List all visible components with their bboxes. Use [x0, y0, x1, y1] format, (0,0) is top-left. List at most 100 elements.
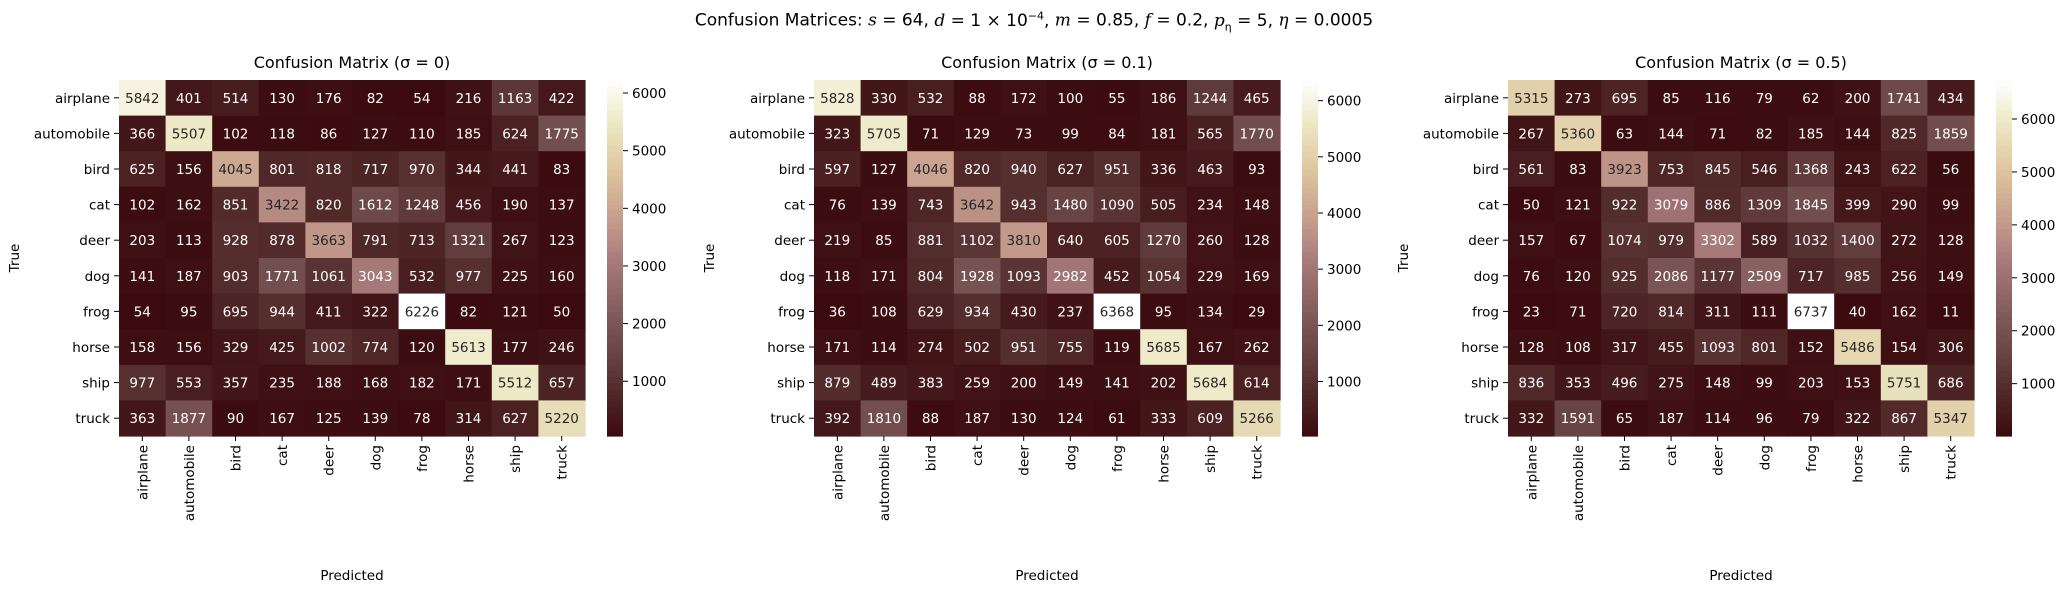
cell-value: 125: [316, 411, 342, 427]
heatmap-cell: [907, 258, 955, 295]
cell-value: 200: [1011, 376, 1037, 392]
heatmap-cell: [1186, 400, 1234, 437]
heatmap-cell: [1694, 364, 1742, 401]
figure-title-param: m = 0.85,: [1054, 10, 1145, 31]
colorbar-segment: [607, 293, 623, 301]
cell-value: 353: [1565, 376, 1591, 392]
colorbar-tick-label: 6000: [2021, 112, 2055, 128]
cell-value: 124: [1057, 411, 1083, 427]
cell-value: 78: [413, 411, 430, 427]
cell-value: 82: [367, 91, 384, 107]
cell-value: 128: [1244, 233, 1270, 249]
y-tick-label: automobile: [1423, 126, 1499, 142]
cell-value: 5751: [1887, 376, 1921, 392]
heatmap-cell: [1508, 115, 1556, 152]
heatmap-cell: [445, 186, 493, 223]
colorbar-segment: [1302, 222, 1318, 229]
cell-value: 79: [1756, 91, 1773, 107]
heatmap-cell: [953, 293, 1001, 330]
x-tick-label: frog: [415, 445, 431, 472]
cell-value: 546: [1751, 162, 1777, 178]
colorbar-segment: [607, 382, 623, 390]
cell-value: 256: [1891, 269, 1917, 285]
heatmap-cell: [907, 151, 955, 188]
cell-value: 717: [1798, 269, 1824, 285]
heatmap-cell: [538, 364, 586, 401]
heatmap-cell: [1140, 258, 1188, 295]
colorbar-segment: [607, 370, 623, 378]
cell-value: 111: [1751, 304, 1777, 320]
heatmap-cell: [165, 329, 213, 366]
x-tick-label: dog: [368, 445, 384, 470]
cell-value: 148: [1244, 198, 1270, 214]
cell-value: 3043: [358, 269, 392, 285]
y-tick-label: automobile: [34, 126, 110, 142]
cell-value: 332: [1518, 411, 1544, 427]
cell-value: 614: [1244, 376, 1270, 392]
colorbar-tick-label: 4000: [632, 201, 666, 217]
heatmap-cell: [1554, 186, 1602, 223]
colorbar-segment: [607, 275, 623, 283]
colorbar-segment: [607, 174, 623, 182]
figure-title-param: pη = 5,: [1213, 10, 1279, 34]
y-tick-label: truck: [75, 411, 110, 427]
heatmap-cell: [212, 151, 260, 188]
colorbar-segment: [1996, 228, 2012, 235]
cell-value: 801: [269, 162, 295, 178]
colorbar-segment: [1996, 157, 2012, 164]
heatmap-cell: [398, 364, 446, 401]
cell-value: 1244: [1193, 91, 1227, 107]
cell-value: 187: [964, 411, 990, 427]
cell-value: 713: [409, 233, 435, 249]
colorbar-segment: [1302, 216, 1318, 223]
heatmap-cell: [305, 186, 353, 223]
heatmap-cell: [352, 400, 400, 437]
colorbar-segment: [1302, 406, 1318, 413]
heatmap-cell: [352, 258, 400, 295]
heatmap-cell: [1927, 115, 1975, 152]
heatmap-cell: [1880, 222, 1928, 259]
colorbar-segment: [1996, 281, 2012, 289]
colorbar-segment: [1302, 234, 1318, 241]
cell-value: 317: [1612, 340, 1638, 356]
cell-value: 216: [456, 91, 482, 107]
cell-value: 851: [223, 198, 249, 214]
colorbar-segment: [607, 145, 623, 152]
cell-value: 54: [134, 304, 151, 320]
heatmap-cell: [1741, 329, 1789, 366]
heatmap-cell: [1741, 186, 1789, 223]
x-tick-label: horse: [1851, 445, 1867, 483]
colorbar-segment: [607, 222, 623, 229]
colorbar-segment: [1996, 85, 2012, 93]
colorbar-segment: [607, 305, 623, 312]
cell-value: 565: [1197, 126, 1223, 142]
heatmap-cell: [1047, 115, 1095, 152]
cell-value: 329: [223, 340, 249, 356]
cell-value: 1093: [1007, 269, 1041, 285]
heatmap-cell: [1601, 329, 1649, 366]
heatmap-cell: [538, 186, 586, 223]
cell-value: 463: [1197, 162, 1223, 178]
heatmap-cell: [814, 222, 862, 259]
cell-value: 383: [918, 376, 944, 392]
colorbar-segment: [607, 246, 623, 253]
heatmap-cell: [860, 364, 908, 401]
heatmap-cell: [1647, 115, 1695, 152]
heatmap-cell: [1000, 258, 1048, 295]
y-tick-label: frog: [83, 304, 110, 320]
heatmap-cell: [445, 80, 493, 117]
cell-value: 272: [1891, 233, 1917, 249]
colorbar-segment: [1302, 305, 1318, 312]
heatmap-cell: [1694, 151, 1742, 188]
y-tick-label: frog: [1472, 304, 1499, 320]
cell-value: 128: [1938, 233, 1964, 249]
cell-value: 452: [1104, 269, 1130, 285]
cell-value: 86: [320, 126, 337, 142]
colorbar-segment: [607, 204, 623, 212]
x-tick-label: frog: [1804, 445, 1820, 472]
cell-value: 110: [409, 126, 435, 142]
colorbar-segment: [1302, 228, 1318, 235]
heatmap-cell: [1000, 364, 1048, 401]
cell-value: 5512: [498, 376, 532, 392]
